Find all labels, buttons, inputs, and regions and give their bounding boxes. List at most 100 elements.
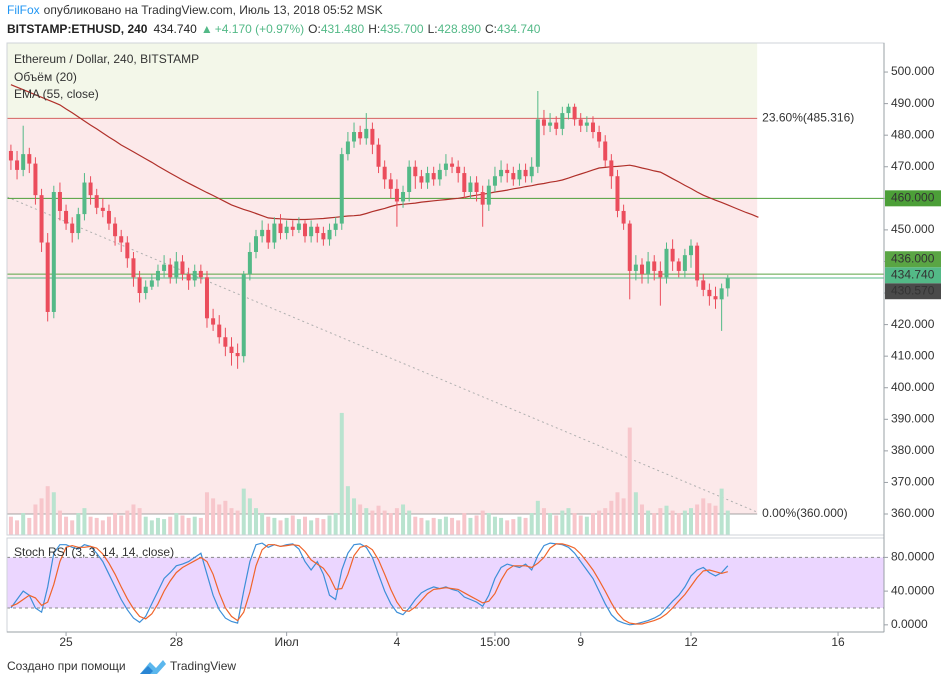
price-tag-label: 434.740 bbox=[891, 267, 935, 281]
candle-body bbox=[388, 179, 393, 189]
candle-body bbox=[480, 192, 485, 205]
candle-body bbox=[713, 296, 718, 300]
candle-body bbox=[468, 182, 473, 193]
main-legend: Ethereum / Dollar, 240, BITSTAMP bbox=[14, 52, 199, 66]
volume-bar bbox=[125, 510, 130, 535]
volume-bar bbox=[431, 517, 436, 535]
candle-body bbox=[64, 210, 69, 224]
volume-bar bbox=[272, 517, 277, 535]
candle-body bbox=[725, 278, 730, 289]
volume-bar bbox=[82, 508, 87, 535]
candle-body bbox=[260, 229, 265, 237]
price-tag bbox=[885, 267, 941, 284]
candle-body bbox=[211, 318, 216, 325]
y-tick-label: 360.000 bbox=[891, 506, 935, 520]
axes bbox=[6, 42, 885, 633]
volume-bar bbox=[27, 517, 32, 535]
volume-bar bbox=[100, 520, 105, 535]
volume-bar bbox=[609, 500, 614, 535]
candle-body bbox=[431, 173, 436, 180]
candle-body bbox=[523, 169, 528, 177]
volume-bar bbox=[327, 515, 332, 535]
candle-body bbox=[499, 169, 504, 177]
candle-body bbox=[401, 192, 406, 202]
volume-bar bbox=[370, 510, 375, 535]
candle-body bbox=[560, 113, 565, 129]
volume-bar bbox=[480, 510, 485, 535]
candle-body bbox=[689, 245, 694, 256]
candle-body bbox=[646, 261, 651, 275]
x-tick-label: 15:00 bbox=[480, 635, 510, 649]
candle-body bbox=[658, 270, 663, 278]
volume-bar bbox=[719, 488, 724, 535]
volume-bar bbox=[652, 513, 657, 535]
candle-body bbox=[333, 223, 338, 230]
volume-bar bbox=[670, 510, 675, 535]
candle-body bbox=[327, 229, 332, 240]
volume-bar bbox=[303, 516, 308, 535]
candle-body bbox=[284, 226, 289, 234]
candle-body bbox=[192, 270, 197, 281]
volume-bar bbox=[247, 498, 252, 535]
volume-bar bbox=[284, 517, 289, 535]
candle-body bbox=[315, 226, 320, 234]
y-tick-label: 490.000 bbox=[891, 96, 935, 110]
candle-body bbox=[106, 210, 111, 224]
volume-bar bbox=[597, 510, 602, 535]
volume-bar bbox=[517, 516, 522, 535]
footer-brand[interactable]: TradingView bbox=[170, 659, 236, 673]
candle-body bbox=[119, 236, 124, 243]
stoch-line bbox=[10, 542, 729, 626]
volume-bar bbox=[584, 516, 589, 535]
y-tick-label: 410.000 bbox=[891, 348, 935, 362]
candle-body bbox=[695, 245, 700, 281]
volume-bar bbox=[535, 500, 540, 535]
volume-bar bbox=[113, 513, 118, 535]
candle-body bbox=[578, 119, 583, 126]
volume-bar bbox=[223, 500, 228, 535]
candle-body bbox=[548, 122, 553, 126]
candle-body bbox=[223, 337, 228, 347]
author[interactable]: FilFox bbox=[7, 3, 40, 17]
volume-bar bbox=[70, 520, 75, 535]
volume-bar bbox=[676, 513, 681, 535]
candle-body bbox=[639, 264, 644, 275]
volume-bar bbox=[633, 492, 638, 535]
candle-body bbox=[486, 185, 491, 205]
volume-bar bbox=[572, 513, 577, 535]
candle-body bbox=[253, 236, 258, 252]
volume-bar bbox=[548, 513, 553, 535]
x-tick-label: 12 bbox=[684, 635, 698, 649]
arrow: ▲ bbox=[201, 22, 213, 36]
volume-bar bbox=[162, 519, 167, 535]
volume-bar bbox=[155, 517, 160, 535]
x-tick-label: 28 bbox=[170, 635, 184, 649]
volume-bar bbox=[474, 515, 479, 535]
candle-body bbox=[174, 261, 179, 278]
volume-bar bbox=[229, 508, 234, 535]
candle-body bbox=[247, 251, 252, 275]
tradingview-logo[interactable] bbox=[140, 660, 166, 674]
volume-bar bbox=[278, 520, 283, 535]
y-tick-label: 80.0000 bbox=[891, 550, 935, 564]
volume-bar bbox=[119, 515, 124, 535]
candle-body bbox=[492, 176, 497, 186]
candle-body bbox=[57, 192, 62, 211]
volume-bar bbox=[376, 505, 381, 535]
volume-bar bbox=[64, 516, 69, 535]
volume-bar bbox=[578, 515, 583, 535]
volume-bar bbox=[186, 517, 191, 535]
volume-bar bbox=[505, 520, 510, 535]
candle-body bbox=[633, 264, 638, 271]
y-tick-label: 40.0000 bbox=[891, 583, 935, 597]
candle-body bbox=[456, 166, 461, 174]
y-tick-label: 370.000 bbox=[891, 475, 935, 489]
volume-bar bbox=[217, 504, 222, 535]
volume-bar bbox=[658, 508, 663, 535]
symbol-line: BITSTAMP:ETHUSD, 240 434.740 ▲ +4.170 (+0.9… bbox=[7, 22, 541, 36]
x-tick-label: 4 bbox=[394, 635, 401, 649]
candle-body bbox=[505, 169, 510, 174]
volume-bar bbox=[131, 504, 136, 535]
candle-body bbox=[131, 258, 136, 278]
volume-bar bbox=[241, 488, 246, 535]
